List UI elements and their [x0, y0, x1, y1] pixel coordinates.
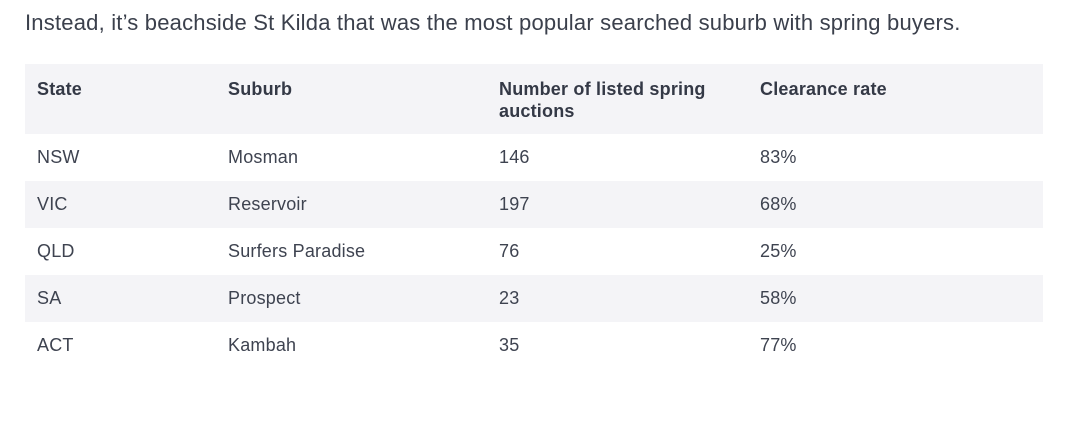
table-header: State Suburb Number of listed spring auc…: [25, 64, 1043, 134]
cell-state: QLD: [37, 241, 75, 261]
intro-paragraph: Instead, it’s beachside St Kilda that wa…: [25, 10, 961, 35]
table-body: NSW Mosman 146 83% VIC Reservoir 197 68%…: [25, 134, 1043, 369]
table-row: ACT Kambah 35 77%: [25, 322, 1043, 369]
table-header-row: State Suburb Number of listed spring auc…: [25, 64, 1043, 134]
table-row: NSW Mosman 146 83%: [25, 134, 1043, 181]
column-header-state: State: [25, 64, 216, 134]
cell-suburb: Prospect: [216, 275, 487, 322]
cell-suburb: Kambah: [228, 335, 297, 355]
table-row: QLD Surfers Paradise 76 25%: [25, 228, 1043, 275]
cell-clearance: 25%: [760, 241, 797, 261]
column-header-clearance: Clearance rate: [748, 64, 1043, 134]
cell-clearance: 83%: [760, 147, 797, 167]
cell-state: SA: [25, 275, 216, 322]
cell-auctions: 197: [487, 181, 748, 228]
cell-auctions: 146: [499, 147, 530, 167]
cell-clearance: 58%: [748, 275, 1043, 322]
cell-suburb: Reservoir: [216, 181, 487, 228]
table-row: SA Prospect 23 58%: [25, 275, 1043, 322]
column-header-suburb: Suburb: [216, 64, 487, 134]
cell-state: VIC: [25, 181, 216, 228]
cell-state: ACT: [37, 335, 74, 355]
table-row: VIC Reservoir 197 68%: [25, 181, 1043, 228]
column-header-auctions: Number of listed spring auctions: [487, 64, 748, 134]
cell-state: NSW: [37, 147, 80, 167]
cell-suburb: Mosman: [228, 147, 299, 167]
cell-auctions: 35: [499, 335, 520, 355]
spring-auctions-table: State Suburb Number of listed spring auc…: [25, 64, 1043, 369]
cell-clearance: 68%: [748, 181, 1043, 228]
cell-suburb: Surfers Paradise: [228, 241, 366, 261]
cell-auctions: 76: [499, 241, 520, 261]
cell-clearance: 77%: [760, 335, 797, 355]
cell-auctions: 23: [487, 275, 748, 322]
